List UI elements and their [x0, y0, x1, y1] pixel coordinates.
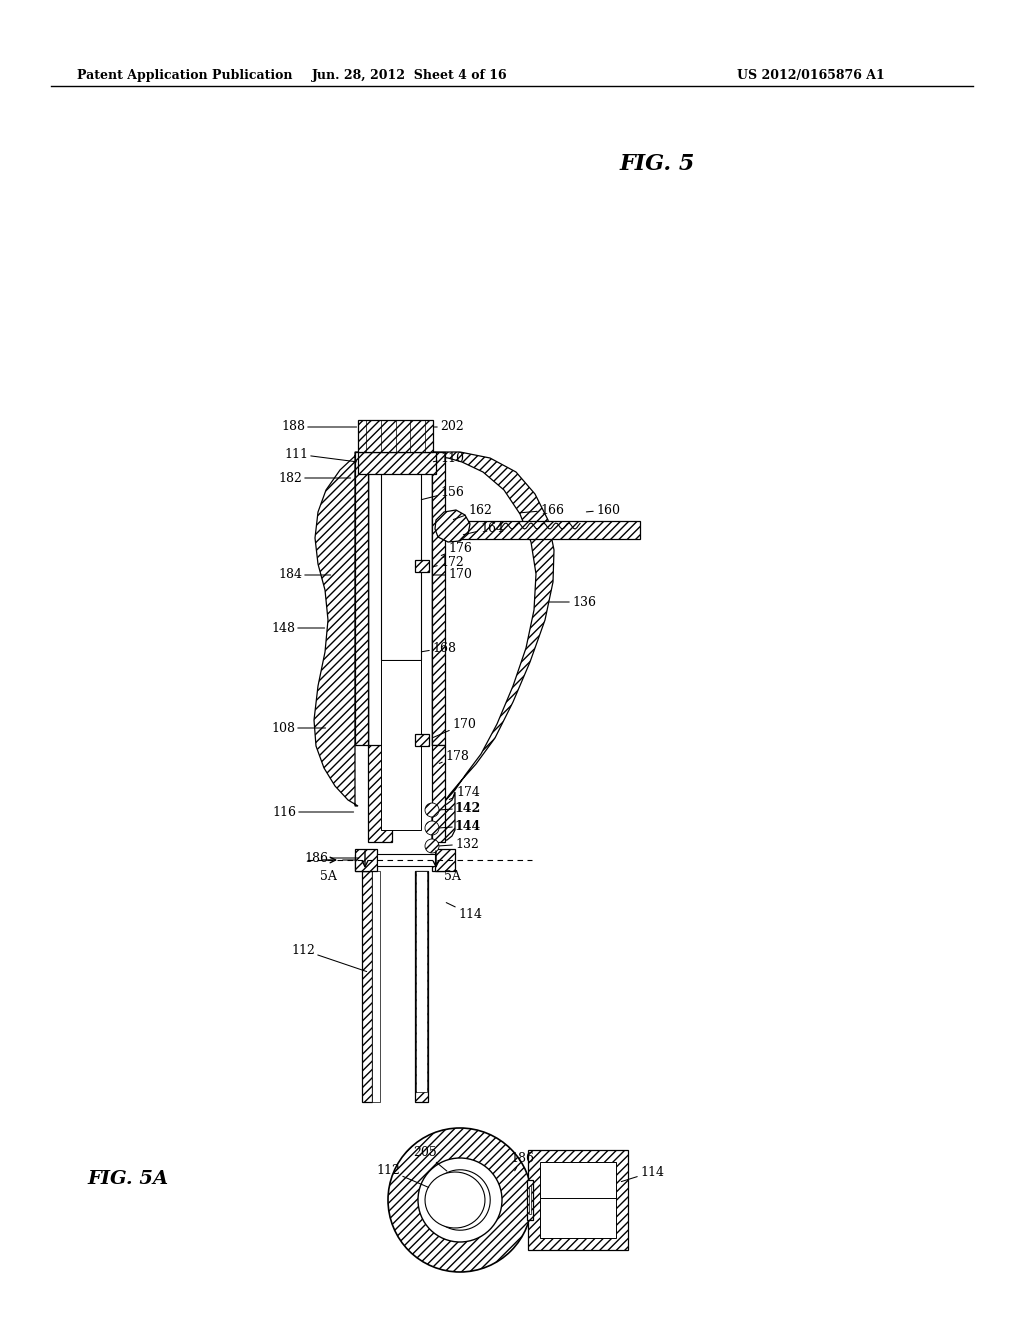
Bar: [355, 855, 368, 871]
Text: Jun. 28, 2012  Sheet 4 of 16: Jun. 28, 2012 Sheet 4 of 16: [311, 69, 508, 82]
Text: 202: 202: [434, 421, 464, 433]
Bar: [435, 849, 455, 871]
Bar: [415, 734, 429, 746]
Bar: [381, 466, 421, 660]
Polygon shape: [432, 451, 554, 807]
Text: 136: 136: [550, 595, 596, 609]
Circle shape: [418, 1158, 502, 1242]
Text: 142: 142: [439, 801, 481, 814]
Text: FIG. 5: FIG. 5: [620, 153, 695, 174]
Bar: [432, 451, 445, 744]
Bar: [416, 871, 427, 1092]
Text: 178: 178: [439, 750, 469, 763]
Polygon shape: [314, 451, 368, 807]
Text: 144: 144: [439, 820, 481, 833]
Text: 148: 148: [271, 622, 325, 635]
Bar: [368, 744, 392, 842]
Text: 110: 110: [433, 451, 464, 465]
Text: 160: 160: [587, 503, 620, 516]
Text: 132: 132: [439, 837, 479, 850]
Text: 164: 164: [463, 521, 504, 535]
Bar: [355, 849, 377, 871]
Bar: [415, 871, 428, 1102]
Text: 156: 156: [421, 486, 464, 500]
Text: 174: 174: [450, 785, 480, 800]
Text: 5A: 5A: [443, 870, 461, 883]
Polygon shape: [435, 510, 470, 543]
Circle shape: [425, 803, 439, 817]
Bar: [415, 560, 429, 572]
Text: 166: 166: [519, 503, 564, 516]
Text: 184: 184: [278, 569, 331, 582]
Bar: [358, 420, 433, 451]
Text: 188: 188: [281, 421, 356, 433]
Bar: [450, 521, 640, 539]
Text: 112: 112: [376, 1163, 429, 1188]
Text: 172: 172: [433, 556, 464, 569]
Bar: [355, 451, 368, 744]
Text: 114: 114: [446, 903, 482, 920]
Polygon shape: [425, 1172, 485, 1228]
Polygon shape: [432, 792, 455, 842]
Text: 116: 116: [272, 805, 353, 818]
Polygon shape: [430, 1170, 490, 1230]
Text: 112: 112: [291, 944, 367, 972]
Bar: [529, 1185, 531, 1214]
Circle shape: [388, 1129, 532, 1272]
Bar: [358, 451, 436, 474]
Bar: [381, 660, 421, 830]
Circle shape: [425, 840, 439, 853]
Bar: [362, 871, 372, 1102]
Bar: [377, 854, 435, 866]
Text: 108: 108: [271, 722, 326, 734]
Bar: [528, 1150, 628, 1250]
Bar: [372, 871, 380, 1102]
Text: 162: 162: [454, 503, 492, 520]
Text: 182: 182: [279, 471, 350, 484]
Circle shape: [425, 821, 439, 836]
Text: Patent Application Publication: Patent Application Publication: [77, 69, 292, 82]
Text: 5A: 5A: [319, 870, 337, 883]
Text: 111: 111: [284, 447, 356, 462]
Text: 170: 170: [433, 569, 472, 582]
Text: 176: 176: [441, 541, 472, 556]
Text: 114: 114: [622, 1166, 664, 1181]
Bar: [540, 1162, 616, 1199]
Text: 186: 186: [304, 851, 358, 865]
Bar: [432, 855, 445, 871]
Text: 186: 186: [510, 1151, 534, 1171]
Bar: [540, 1191, 616, 1238]
Bar: [432, 744, 445, 842]
Bar: [527, 1180, 534, 1220]
Text: US 2012/0165876 A1: US 2012/0165876 A1: [737, 69, 885, 82]
Text: 168: 168: [421, 642, 456, 655]
Text: 170: 170: [433, 718, 476, 738]
Text: FIG. 5A: FIG. 5A: [87, 1170, 168, 1188]
Text: 205: 205: [414, 1147, 446, 1171]
